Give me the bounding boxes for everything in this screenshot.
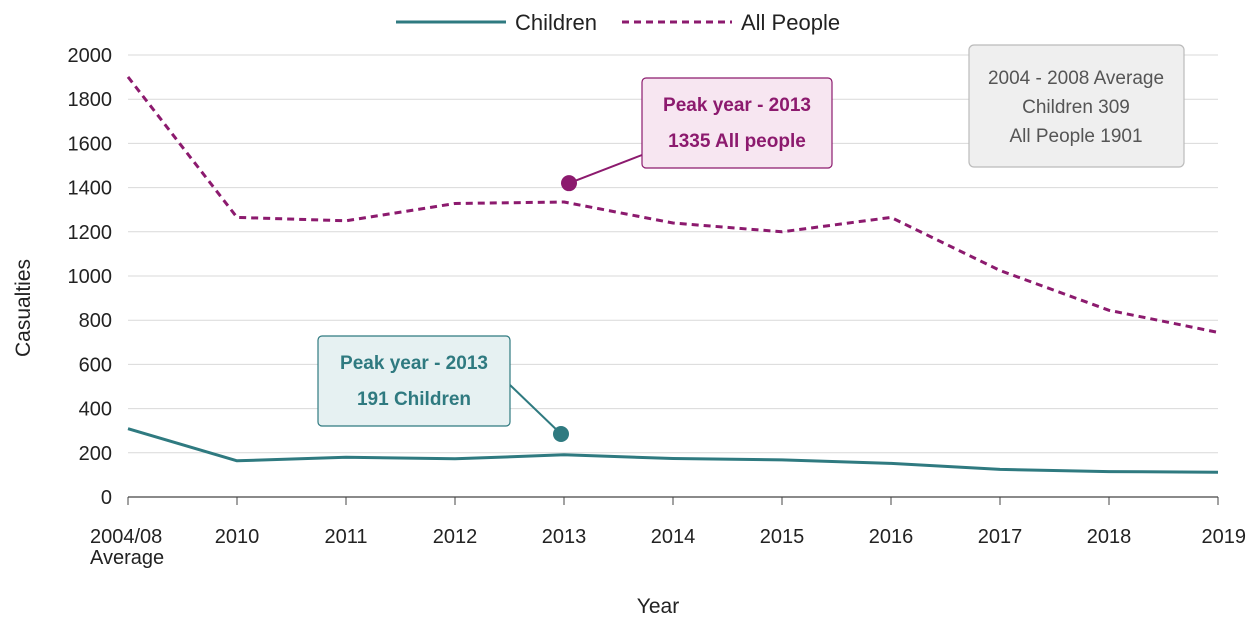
annotation-leader-line [568,154,643,185]
x-tick-label: 2013 [542,526,587,548]
x-tick-label: 2014 [651,526,696,548]
y-tick-label: 200 [79,443,112,465]
annotation-text: Peak year - 2013 [663,95,811,116]
y-axis-ticks: 0 200 400 600 800 1000 1200 1400 1600 1800 2000 [68,45,113,509]
average-info-box [968,44,1185,168]
average-info-text: 2004 - 2008 Average [988,68,1164,89]
info-box: 2004 - 2008 Average Children 309 All Peopl… [968,44,1185,168]
legend-label: Children [515,10,597,35]
annotation-text: 191 Children [357,389,471,410]
annotation-box [317,335,511,427]
y-tick-label: 1000 [68,266,113,288]
legend: Children All People [396,10,840,35]
y-tick-label: 0 [101,487,112,509]
y-tick-label: 800 [79,310,112,332]
x-tick-label: 2011 [324,526,367,548]
x-tick-label: Average [90,547,164,569]
series-line-children [127,427,1219,474]
y-axis-title: Casualties [12,259,35,357]
x-tick-label: 2016 [869,526,914,548]
series-layer [126,75,1219,474]
annotation-box [641,77,833,169]
y-tick-label: 400 [79,399,112,421]
x-tick-label: 2015 [760,526,805,548]
annotation-leader-line [509,384,562,435]
x-tick-label: 2004/08 [90,526,162,548]
x-tick-label: 2012 [433,526,478,548]
x-tick-label: 2010 [215,526,260,548]
annotation-layer: Peak year - 2013 1335 All people Peak year… [317,77,833,443]
average-info-text: Children 309 [1022,97,1130,118]
y-tick-label: 1200 [68,222,113,244]
annotation-text: Peak year - 2013 [340,353,488,374]
y-tick-label: 1400 [68,178,113,200]
annotation-marker [553,426,569,443]
series-line-all-people [126,75,1219,334]
average-info-text: All People 1901 [1009,126,1142,147]
annotation-marker [561,175,577,192]
y-tick-label: 1800 [68,89,113,111]
y-tick-label: 600 [79,354,112,376]
x-tick-label: 2017 [978,526,1023,548]
y-tick-label: 1600 [68,133,113,155]
legend-label: All People [741,10,840,35]
x-tick-label: 2018 [1087,526,1132,548]
x-axis-title: Year [637,595,679,618]
annotation-text: 1335 All people [668,131,806,152]
y-tick-label: 2000 [68,45,113,67]
x-tick-label: 2019 [1202,526,1247,548]
